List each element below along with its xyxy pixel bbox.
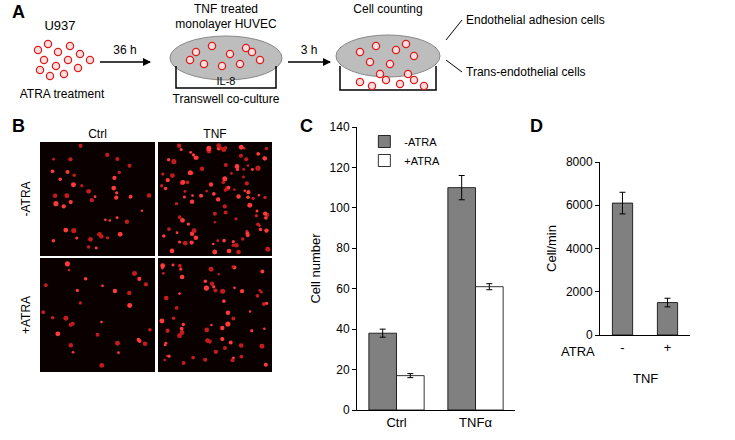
svg-text:Ctrl: Ctrl: [88, 127, 107, 141]
svg-text:D: D: [530, 116, 543, 136]
svg-text:0: 0: [343, 403, 350, 417]
svg-text:+ATRA: +ATRA: [404, 155, 440, 167]
svg-text:-ATRA: -ATRA: [404, 136, 437, 148]
svg-text:TNFα: TNFα: [459, 415, 492, 430]
svg-text:-: -: [620, 340, 624, 355]
svg-text:Endothelial adhesion cells: Endothelial adhesion cells: [466, 13, 605, 27]
svg-text:C: C: [300, 116, 313, 136]
svg-text:TNF: TNF: [203, 127, 226, 141]
svg-text:-ATRA: -ATRA: [19, 181, 33, 216]
svg-text:3 h: 3 h: [301, 43, 318, 57]
svg-text:36 h: 36 h: [113, 43, 136, 57]
svg-text:40: 40: [336, 322, 350, 336]
svg-text:TNF treated: TNF treated: [194, 2, 258, 16]
svg-text:100: 100: [330, 201, 350, 215]
svg-text:60: 60: [336, 282, 350, 296]
svg-text:120: 120: [330, 161, 350, 175]
svg-text:Trans-endothelial cells: Trans-endothelial cells: [466, 65, 586, 79]
svg-text:80: 80: [336, 241, 350, 255]
svg-text:B: B: [12, 116, 25, 136]
svg-text:ATRA treatment: ATRA treatment: [20, 87, 105, 101]
svg-text:Cell/min: Cell/min: [544, 225, 559, 272]
svg-text:2000: 2000: [566, 285, 593, 299]
svg-text:Cell number: Cell number: [308, 233, 323, 304]
svg-text:140: 140: [330, 120, 350, 134]
svg-text:+: +: [664, 340, 672, 355]
svg-text:Transwell co-culture: Transwell co-culture: [173, 92, 280, 106]
svg-text:Cell counting: Cell counting: [353, 2, 422, 16]
svg-text:A: A: [12, 2, 25, 22]
svg-text:Ctrl: Ctrl: [386, 415, 406, 430]
svg-text:ATRA: ATRA: [561, 344, 595, 359]
svg-text:0: 0: [586, 328, 593, 342]
svg-text:+ATRA: +ATRA: [19, 296, 33, 334]
svg-text:U937: U937: [44, 18, 75, 33]
svg-text:4000: 4000: [566, 242, 593, 256]
svg-text:20: 20: [336, 363, 350, 377]
svg-text:IL-8: IL-8: [217, 75, 236, 87]
svg-text:TNF: TNF: [633, 371, 658, 386]
svg-text:monolayer HUVEC: monolayer HUVEC: [175, 17, 277, 31]
svg-text:8000: 8000: [566, 155, 593, 169]
svg-text:6000: 6000: [566, 198, 593, 212]
